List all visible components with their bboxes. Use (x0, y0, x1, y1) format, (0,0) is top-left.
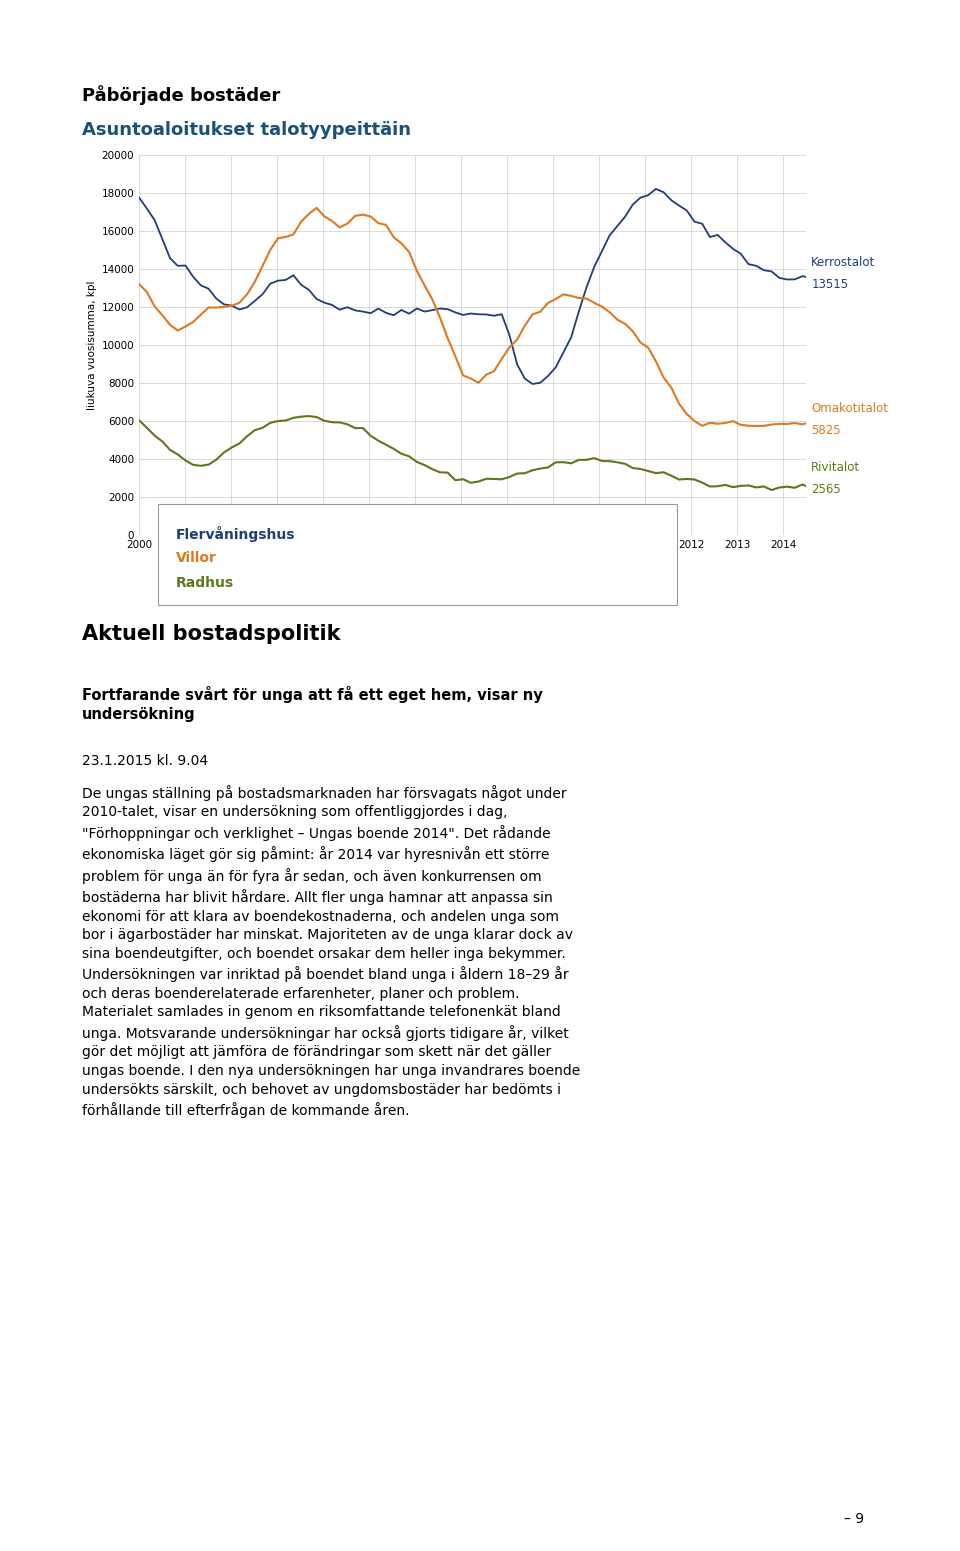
Text: Kerrostalot: Kerrostalot (811, 256, 876, 270)
Text: 23.1.2015 kl. 9.04: 23.1.2015 kl. 9.04 (82, 754, 207, 768)
Text: Fortfarande svårt för unga att få ett eget hem, visar ny
undersökning: Fortfarande svårt för unga att få ett eg… (82, 686, 542, 723)
Y-axis label: liukuva vuosisumma, kpl: liukuva vuosisumma, kpl (87, 281, 97, 409)
Text: Villor: Villor (176, 551, 217, 566)
Text: Aktuell bostadspolitik: Aktuell bostadspolitik (82, 624, 340, 644)
Text: 5825: 5825 (811, 423, 841, 437)
Text: – 9: – 9 (844, 1512, 864, 1526)
Text: Påbörjade bostäder: Påbörjade bostäder (82, 85, 280, 105)
Text: 2565: 2565 (811, 482, 841, 496)
Text: 13515: 13515 (811, 278, 849, 292)
Text: De ungas ställning på bostadsmarknaden har försvagats något under
2010-talet, vi: De ungas ställning på bostadsmarknaden h… (82, 785, 580, 1118)
Text: Asuntoaloitukset talotyypeittäin: Asuntoaloitukset talotyypeittäin (82, 121, 411, 140)
Text: Omakotitalot: Omakotitalot (811, 402, 888, 416)
Text: Radhus: Radhus (176, 575, 234, 591)
Text: Flervåningshus: Flervåningshus (176, 526, 295, 541)
Text: Rivitalot: Rivitalot (811, 461, 860, 475)
